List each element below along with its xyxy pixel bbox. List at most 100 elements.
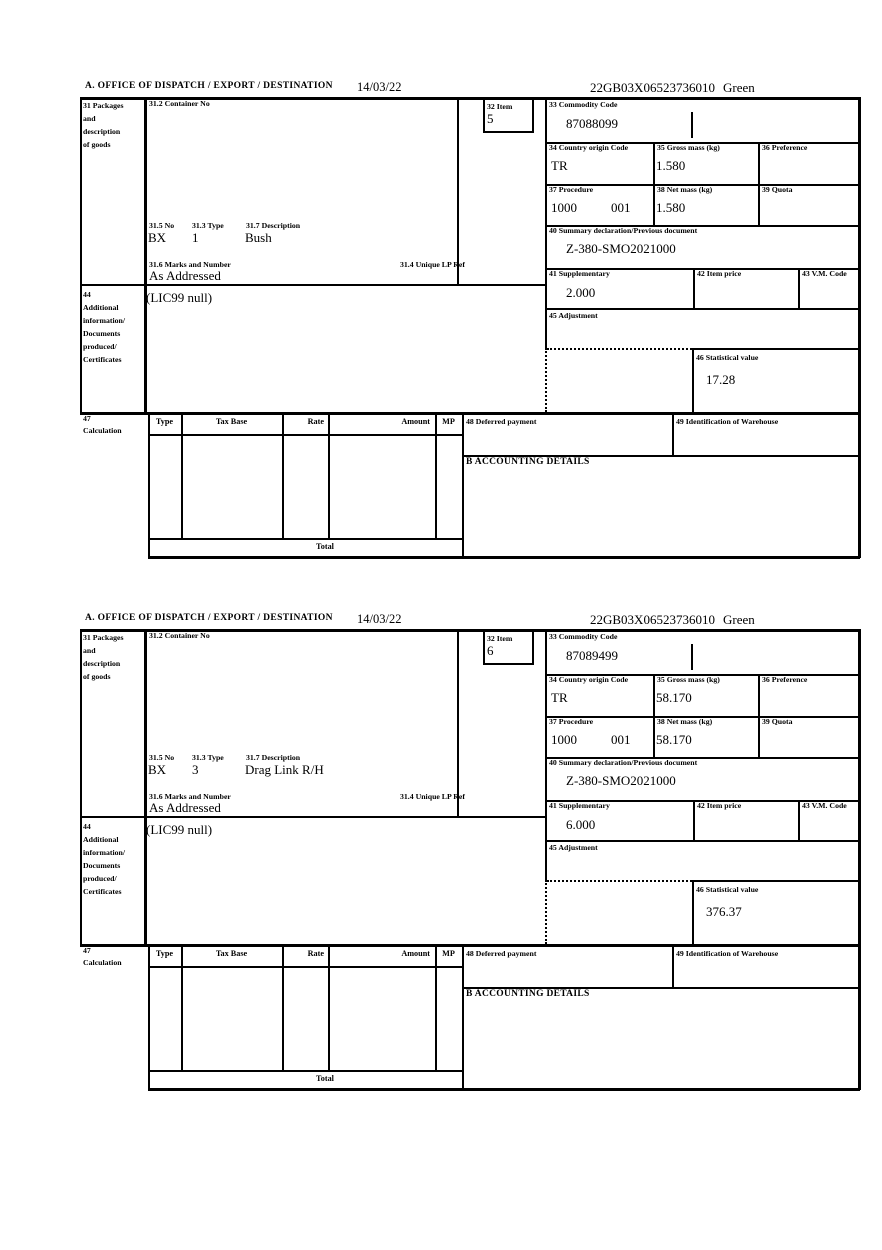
stat-box-top-line — [692, 348, 860, 350]
additional-info-label-line4: Documents — [83, 861, 121, 870]
dotted-separator-vertical — [545, 348, 547, 412]
calc-header-amount: Amount — [401, 417, 430, 426]
adjustment-label: 45 Adjustment — [549, 843, 598, 852]
unique-lp-ref-label: 31.4 Unique LP Ref — [400, 792, 465, 801]
container-box-bottom-line — [80, 816, 547, 818]
gross-mass-label: 35 Gross mass (kg) — [657, 675, 720, 684]
accounting-details-label: B ACCOUNTING DETAILS — [466, 457, 590, 467]
packages-type-value: 3 — [192, 762, 199, 777]
statistical-value-label: 46 Statistical value — [696, 885, 759, 894]
row45-top-line — [545, 308, 860, 310]
calculation-label-line2: Calculation — [83, 958, 122, 967]
summary-declaration-label: 40 Summary declaration/Previous document — [549, 758, 698, 767]
additional-info-label-line2: Additional — [83, 835, 119, 844]
summary-declaration-value: Z-380-SMO2021000 — [566, 241, 676, 256]
calc-col-amount-line — [435, 412, 437, 538]
vm-code-label: 43 V.M. Code — [802, 801, 847, 810]
col42-43-divider-line — [798, 800, 800, 840]
procedure-value: 1000 — [551, 732, 577, 747]
country-origin-label: 34 Country origin Code — [549, 675, 629, 684]
packages-no-label: 31.5 No — [149, 221, 175, 230]
calculation-label-line2: Calculation — [83, 426, 122, 435]
row41-top-line — [545, 268, 860, 270]
top-border-line — [80, 629, 860, 632]
packages-type-value: 1 — [192, 230, 199, 245]
calc-header-mp: MP — [442, 949, 455, 958]
net-mass-value: 58.170 — [656, 732, 692, 747]
net-mass-value: 1.580 — [656, 200, 686, 215]
procedure-label: 37 Procedure — [549, 717, 594, 726]
gross-mass-value: 58.170 — [656, 690, 692, 705]
country-origin-value: TR — [551, 158, 568, 173]
packages-label-line1: 31 Packages — [83, 101, 124, 110]
procedure-extension-value: 001 — [611, 200, 631, 215]
right-region-left-line — [545, 97, 547, 348]
packages-label-line1: 31 Packages — [83, 633, 124, 642]
calc-header-amount: Amount — [401, 949, 430, 958]
calc-header-rate: Rate — [307, 949, 324, 958]
goods-description-value: Drag Link R/H — [245, 762, 324, 777]
quota-label: 39 Quota — [762, 185, 793, 194]
supplementary-label: 41 Supplementary — [549, 801, 610, 810]
commodity-code-value: 87088099 — [566, 116, 618, 131]
calc-table-left-line — [148, 412, 150, 558]
commodity-code-divider-line — [691, 644, 693, 670]
marks-and-number-value: As Addressed — [149, 800, 221, 815]
adjustment-label: 45 Adjustment — [549, 311, 598, 320]
calc-header-bottom-line — [148, 434, 462, 436]
routing-status: Green — [723, 80, 755, 95]
declaration-reference: 22GB03X06523736010 — [590, 80, 715, 95]
gross-mass-label: 35 Gross mass (kg) — [657, 143, 720, 152]
office-of-dispatch-title: A. OFFICE OF DISPATCH / EXPORT / DESTINA… — [85, 613, 333, 623]
additional-info-label-line3: information/ — [83, 316, 126, 325]
marks-and-number-value: As Addressed — [149, 268, 221, 283]
procedure-label: 37 Procedure — [549, 185, 594, 194]
calc-col-rate-line — [328, 412, 330, 538]
container-box-right-line — [457, 97, 459, 284]
accounting-details-label: B ACCOUNTING DETAILS — [466, 989, 590, 999]
packages-label-line3: description — [83, 127, 121, 136]
packages-type-label: 31.3 Type — [192, 221, 224, 230]
statistical-value-label: 46 Statistical value — [696, 353, 759, 362]
calc-col-type-line — [181, 412, 183, 538]
col41-42-divider-line — [693, 268, 695, 308]
container-no-label: 31.2 Container No — [149, 631, 210, 640]
item-price-label: 42 Item price — [697, 801, 742, 810]
declaration-item-section: A. OFFICE OF DISPATCH / EXPORT / DESTINA… — [0, 612, 882, 1112]
col35-36-divider-line — [758, 142, 760, 225]
col42-43-divider-line — [798, 268, 800, 308]
warehouse-id-label: 49 Identification of Warehouse — [676, 949, 779, 958]
calc-total-label: Total — [316, 542, 334, 551]
procedure-value: 1000 — [551, 200, 577, 215]
supplementary-value: 6.000 — [566, 817, 596, 832]
unique-lp-ref-label: 31.4 Unique LP Ref — [400, 260, 465, 269]
dotted-separator-horizontal — [547, 348, 692, 350]
calc-col-type-line — [181, 944, 183, 1070]
calculation-label-line1: 47 — [83, 946, 91, 955]
label-column-divider-line — [144, 97, 147, 412]
col34-35-divider-line — [653, 142, 655, 225]
preference-label: 36 Preference — [762, 143, 808, 152]
goods-description-value: Bush — [245, 230, 272, 245]
row37-top-line — [545, 716, 860, 718]
calculation-label-line1: 47 — [83, 414, 91, 423]
calc-header-type: Type — [155, 417, 174, 426]
office-of-dispatch-title: A. OFFICE OF DISPATCH / EXPORT / DESTINA… — [85, 81, 333, 91]
supplementary-label: 41 Supplementary — [549, 269, 610, 278]
supplementary-value: 2.000 — [566, 285, 596, 300]
col48-49-divider-line — [672, 412, 674, 455]
packages-label-line3: description — [83, 659, 121, 668]
marks-and-number-label: 31.6 Marks and Number — [149, 260, 231, 269]
description-label: 31.7 Description — [246, 753, 301, 762]
additional-info-label-line6: Certificates — [83, 887, 122, 896]
item-box-right-line — [532, 629, 534, 663]
additional-information-value: (LIC99 null) — [146, 290, 213, 305]
bottom-border-line — [148, 1088, 860, 1091]
item-number-label: 32 Item — [487, 102, 513, 111]
additional-info-label-line4: Documents — [83, 329, 121, 338]
routing-status: Green — [723, 612, 755, 627]
packages-label-line4: of goods — [83, 672, 111, 681]
container-box-bottom-line — [80, 284, 547, 286]
right-region-left-line — [545, 629, 547, 880]
row40-top-line — [545, 225, 860, 227]
